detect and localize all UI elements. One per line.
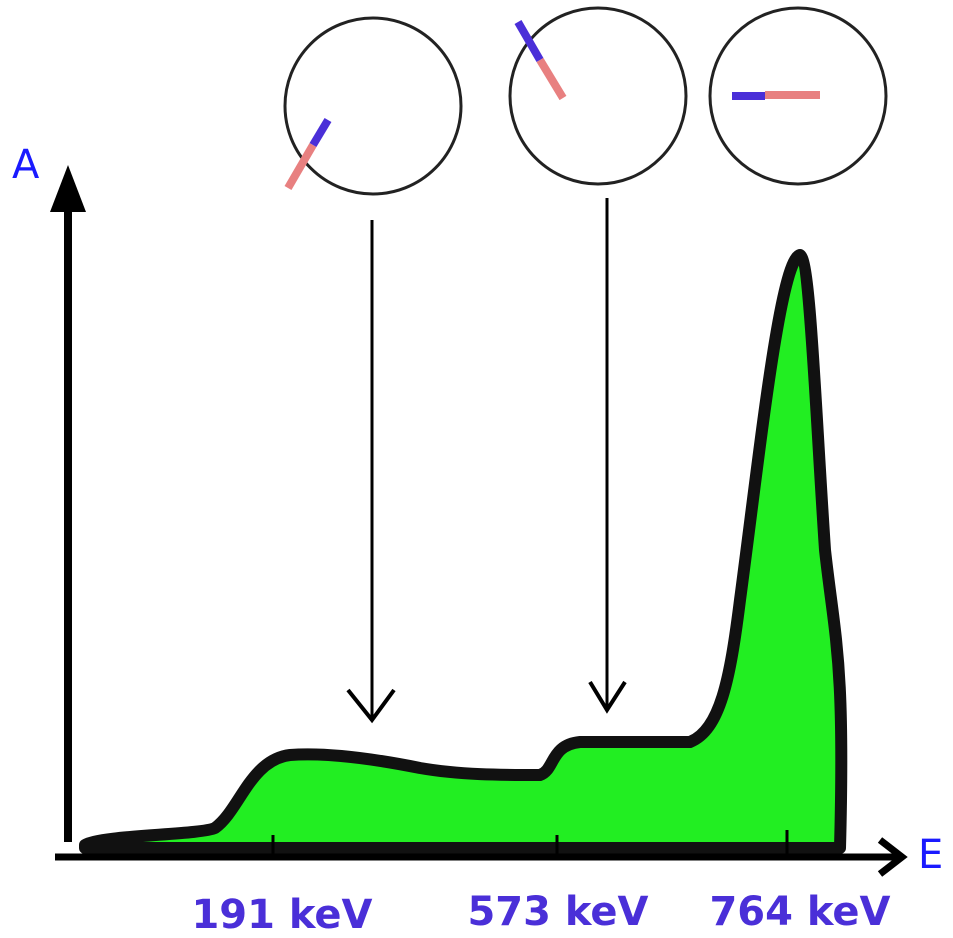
blue-segment [309, 117, 332, 148]
pointer-arrowhead [346, 688, 396, 724]
blue-segment [514, 19, 544, 63]
pink-segment [536, 57, 567, 101]
x-axis-arrow [877, 837, 908, 877]
state-circle [708, 6, 888, 186]
tick-label: 764 keV [709, 889, 890, 935]
state-circle [283, 16, 463, 196]
state-circle [508, 6, 688, 186]
tick-label: 191 keV [191, 892, 372, 938]
tick-label: 573 keV [467, 889, 648, 935]
spectrum-curve [79, 249, 848, 854]
y-axis-arrow [50, 165, 86, 212]
x-axis-label: E [918, 832, 943, 878]
pink-segment [284, 142, 317, 191]
pointer-arrowhead [588, 680, 627, 714]
y-axis-label: A [12, 142, 40, 188]
